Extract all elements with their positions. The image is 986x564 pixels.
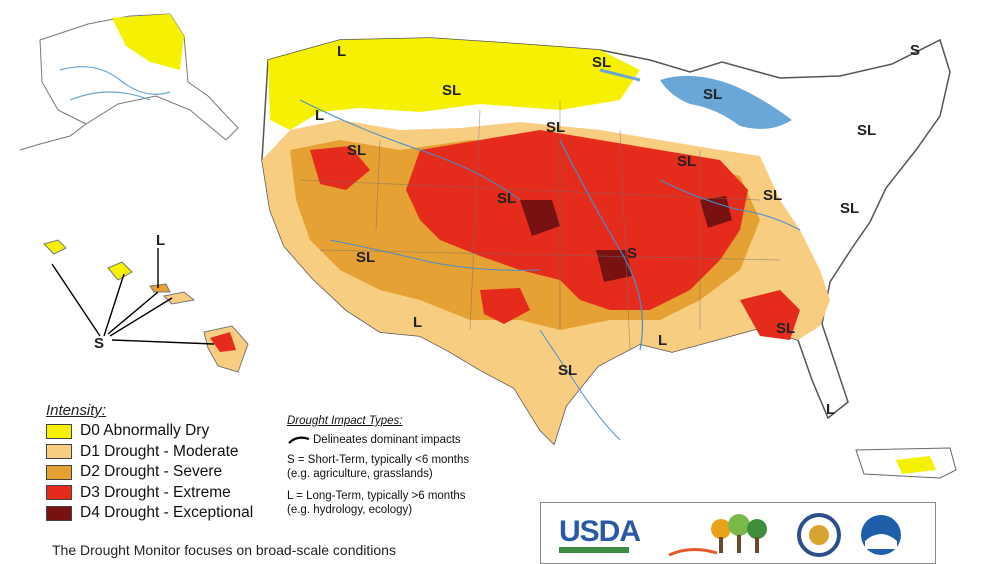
- ndmc-tree-logo: [668, 514, 767, 557]
- legend-label: D1 Drought - Moderate: [80, 442, 239, 460]
- region-label: L: [413, 314, 422, 331]
- legend-swatch: [46, 485, 72, 501]
- partner-logos: [668, 513, 901, 557]
- legend-item-d0: D0 Abnormally Dry: [46, 421, 286, 442]
- legend-item-d4: D4 Drought - Exceptional: [46, 503, 286, 524]
- region-label: SL: [442, 82, 461, 99]
- sponsor-logos: USDA: [540, 502, 936, 564]
- region-label: SL: [497, 190, 516, 207]
- region-label: SL: [546, 119, 565, 136]
- long-term-block: L = Long-Term, typically >6 months (e.g.…: [287, 489, 547, 517]
- region-label: L: [156, 232, 165, 249]
- region-label: SL: [703, 86, 722, 103]
- region-label: SL: [763, 187, 782, 204]
- legend-label: D3 Drought - Extreme: [80, 483, 231, 501]
- footer-note: The Drought Monitor focuses on broad-sca…: [52, 542, 396, 558]
- alaska-map: [19, 13, 239, 151]
- region-label: S: [910, 42, 920, 59]
- legend-swatch: [46, 464, 72, 480]
- region-label: SL: [840, 200, 859, 217]
- puerto-rico-map: [855, 447, 957, 479]
- region-label: L: [337, 43, 346, 60]
- delineates-row: Delineates dominant impacts: [287, 433, 547, 447]
- region-label: SL: [558, 362, 577, 379]
- region-label: SL: [356, 249, 375, 266]
- region-label: S: [94, 335, 104, 352]
- usda-logo-bar: [559, 547, 629, 553]
- short-term-text: S = Short-Term, typically <6 months: [287, 454, 470, 466]
- region-label: SL: [776, 320, 795, 337]
- short-term-block: S = Short-Term, typically <6 months (e.g…: [287, 453, 547, 481]
- region-label: L: [826, 401, 835, 418]
- region-label: SL: [677, 153, 696, 170]
- region-label: SL: [857, 122, 876, 139]
- legend-label: D0 Abnormally Dry: [80, 422, 210, 440]
- region-labels: L SL SL SL L SL SL SL SL SL SL SL SL S S…: [94, 42, 920, 418]
- noaa-logo: [861, 515, 901, 555]
- legend-swatch: [46, 505, 72, 521]
- region-label: SL: [347, 142, 366, 159]
- legend-swatch: [46, 444, 72, 460]
- impact-types-legend: Drought Impact Types: Delineates dominan…: [287, 414, 547, 525]
- delineates-text: Delineates dominant impacts: [313, 434, 461, 446]
- short-term-example: (e.g. agriculture, grasslands): [287, 468, 433, 480]
- legend-item-d3: D3 Drought - Extreme: [46, 483, 286, 504]
- contiguous-us-map: [261, 37, 951, 446]
- region-label: SL: [592, 54, 611, 71]
- usda-logo: USDA: [559, 515, 641, 548]
- impact-line-icon: [288, 436, 310, 444]
- legend-swatch: [46, 423, 72, 439]
- region-label: L: [315, 107, 324, 124]
- region-label: S: [627, 245, 637, 262]
- long-term-text: L = Long-Term, typically >6 months: [287, 490, 466, 502]
- long-term-example: (e.g. hydrology, ecology): [287, 504, 413, 516]
- legend-title: Intensity:: [46, 402, 107, 419]
- impacts-title: Drought Impact Types:: [287, 415, 403, 427]
- doc-seal-logo: [797, 513, 841, 557]
- intensity-legend: Intensity: D0 Abnormally Dry D1 Drought …: [46, 402, 286, 524]
- legend-item-d2: D2 Drought - Severe: [46, 462, 286, 483]
- hawaii-map: [43, 239, 249, 373]
- legend-label: D2 Drought - Severe: [80, 463, 223, 481]
- legend-label: D4 Drought - Exceptional: [80, 504, 254, 522]
- region-label: L: [658, 332, 667, 349]
- legend-item-d1: D1 Drought - Moderate: [46, 442, 286, 463]
